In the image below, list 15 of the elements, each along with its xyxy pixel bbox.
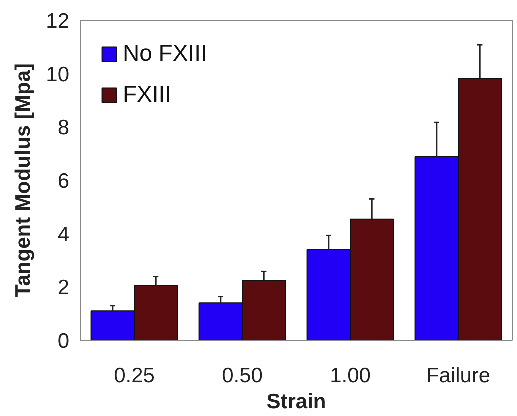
y-axis-title: Tangent Modulus [Mpa] — [12, 63, 36, 298]
legend-label: No FXIII — [123, 40, 208, 67]
y-tick-label: 4 — [58, 223, 70, 246]
y-tick-label: 10 — [46, 63, 70, 86]
x-tick-label: 0.25 — [114, 364, 155, 388]
y-tick-label: 2 — [58, 276, 70, 300]
x-axis-title: Strain — [266, 390, 326, 414]
y-tick-label: 8 — [58, 116, 70, 140]
y-tick-label: 6 — [58, 170, 70, 193]
y-tick-label: 0 — [58, 330, 70, 353]
legend-label: FXIII — [123, 81, 172, 108]
y-tick-label: 12 — [46, 10, 70, 33]
x-tick-label: Failure — [426, 364, 491, 388]
x-tick-label: 1.00 — [330, 364, 371, 388]
x-tick-label: 0.50 — [222, 364, 263, 388]
